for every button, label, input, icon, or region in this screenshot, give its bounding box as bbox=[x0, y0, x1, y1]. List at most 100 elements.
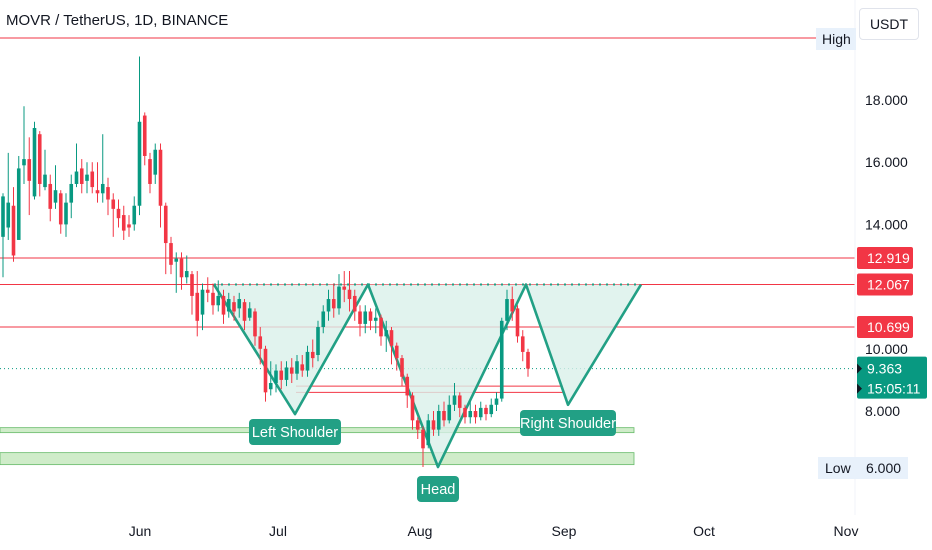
price-tag-label: 12.067 bbox=[867, 277, 910, 293]
candle-body bbox=[90, 171, 95, 188]
right-shoulder-label-bg bbox=[520, 410, 616, 436]
high-label: High bbox=[822, 31, 851, 47]
low-badge-bg bbox=[818, 457, 908, 479]
candle-body bbox=[489, 404, 494, 415]
candle-body bbox=[321, 311, 326, 328]
candle-body bbox=[499, 320, 504, 399]
y-tick-label: 14.000 bbox=[865, 216, 908, 232]
candle-body bbox=[436, 411, 441, 430]
candle-body bbox=[389, 330, 394, 346]
candle-body bbox=[295, 361, 299, 374]
candle-body bbox=[200, 289, 205, 315]
candle-body bbox=[484, 407, 488, 415]
chart-title: MOVR / TetherUS, 1D, BINANCE bbox=[6, 12, 229, 29]
candle-body bbox=[195, 292, 200, 321]
candle-body bbox=[515, 308, 520, 337]
candle-body bbox=[426, 420, 431, 446]
candle-body bbox=[478, 407, 483, 418]
candle-body bbox=[137, 121, 142, 206]
candle-body bbox=[1, 196, 5, 237]
candle-body bbox=[116, 208, 121, 219]
support-zone bbox=[0, 452, 635, 466]
candle-body bbox=[190, 274, 194, 296]
y-tick-label: 10.000 bbox=[865, 341, 908, 357]
candle-body bbox=[468, 411, 473, 418]
candle-body bbox=[373, 317, 378, 321]
price-arrow-icon bbox=[857, 363, 862, 374]
currency-button[interactable]: USDT bbox=[859, 8, 919, 40]
left-shoulder-label-bg bbox=[249, 419, 341, 445]
candle-body bbox=[106, 187, 110, 200]
candle-body bbox=[205, 289, 210, 293]
candle-body bbox=[421, 429, 425, 449]
candle-body bbox=[463, 407, 467, 418]
candle-body bbox=[326, 299, 331, 312]
y-tick-label: 16.000 bbox=[865, 154, 908, 170]
candle-body bbox=[32, 127, 37, 197]
candle-body bbox=[100, 183, 105, 194]
candle-body bbox=[342, 286, 347, 290]
current-price-tag-bg bbox=[857, 356, 927, 399]
candle-body bbox=[148, 159, 152, 184]
price-tag-label: 12.919 bbox=[867, 250, 910, 266]
candle-body bbox=[163, 205, 168, 244]
candle-body bbox=[363, 311, 368, 324]
candle-body bbox=[158, 149, 163, 206]
candle-body bbox=[258, 336, 263, 349]
price-tag-label: 10.699 bbox=[867, 319, 910, 335]
candle-body bbox=[174, 258, 179, 262]
candle-body bbox=[242, 302, 247, 321]
candle-body bbox=[284, 367, 289, 380]
candle-body bbox=[305, 351, 310, 371]
candle-body bbox=[221, 295, 226, 315]
price-tag-bg bbox=[857, 316, 913, 339]
candle-body bbox=[310, 351, 315, 359]
candle-body bbox=[379, 317, 383, 337]
head-label: Head bbox=[421, 482, 456, 498]
candle-body bbox=[520, 336, 525, 352]
candle-body bbox=[263, 348, 268, 393]
candle-body bbox=[95, 190, 100, 194]
candle-body bbox=[331, 299, 336, 309]
candle-body bbox=[384, 330, 389, 337]
price-tag-bg bbox=[857, 247, 913, 270]
candle-body bbox=[358, 311, 362, 324]
candle-body bbox=[169, 243, 173, 265]
candle-body bbox=[74, 171, 79, 184]
candle-body bbox=[300, 364, 305, 371]
current-price-label: 9.363 bbox=[867, 361, 902, 377]
candle-body bbox=[48, 183, 53, 209]
candle-body bbox=[58, 193, 63, 225]
candle-body bbox=[268, 383, 273, 390]
candle-body bbox=[232, 302, 236, 312]
candle-body bbox=[405, 376, 410, 396]
candle-body bbox=[316, 327, 320, 356]
candle-body bbox=[6, 202, 11, 228]
pattern-fill bbox=[214, 284, 641, 467]
candle-body bbox=[211, 292, 215, 306]
candle-body bbox=[274, 370, 278, 384]
candle-body bbox=[247, 308, 252, 318]
candle-body bbox=[64, 202, 68, 225]
candle-body bbox=[184, 271, 189, 278]
candle-body bbox=[237, 299, 242, 309]
candle-body bbox=[368, 311, 373, 321]
candle-body bbox=[132, 205, 137, 225]
head-label-bg bbox=[417, 476, 459, 502]
candle-body bbox=[447, 404, 452, 421]
candle-body bbox=[43, 174, 47, 188]
candle-body bbox=[226, 299, 231, 312]
candle-body bbox=[510, 299, 515, 312]
candle-body bbox=[526, 351, 530, 369]
candle-body bbox=[142, 115, 147, 156]
countdown-label: 15:05:11 bbox=[867, 381, 921, 397]
candle-body bbox=[53, 190, 58, 203]
candle-body bbox=[289, 367, 294, 374]
y-tick-label: 8.000 bbox=[865, 403, 900, 419]
low-label: Low bbox=[825, 460, 852, 476]
candle-body bbox=[279, 370, 284, 380]
right-shoulder-label: Right Shoulder bbox=[520, 416, 616, 432]
candle-body bbox=[452, 395, 457, 405]
candle-body bbox=[22, 159, 26, 166]
